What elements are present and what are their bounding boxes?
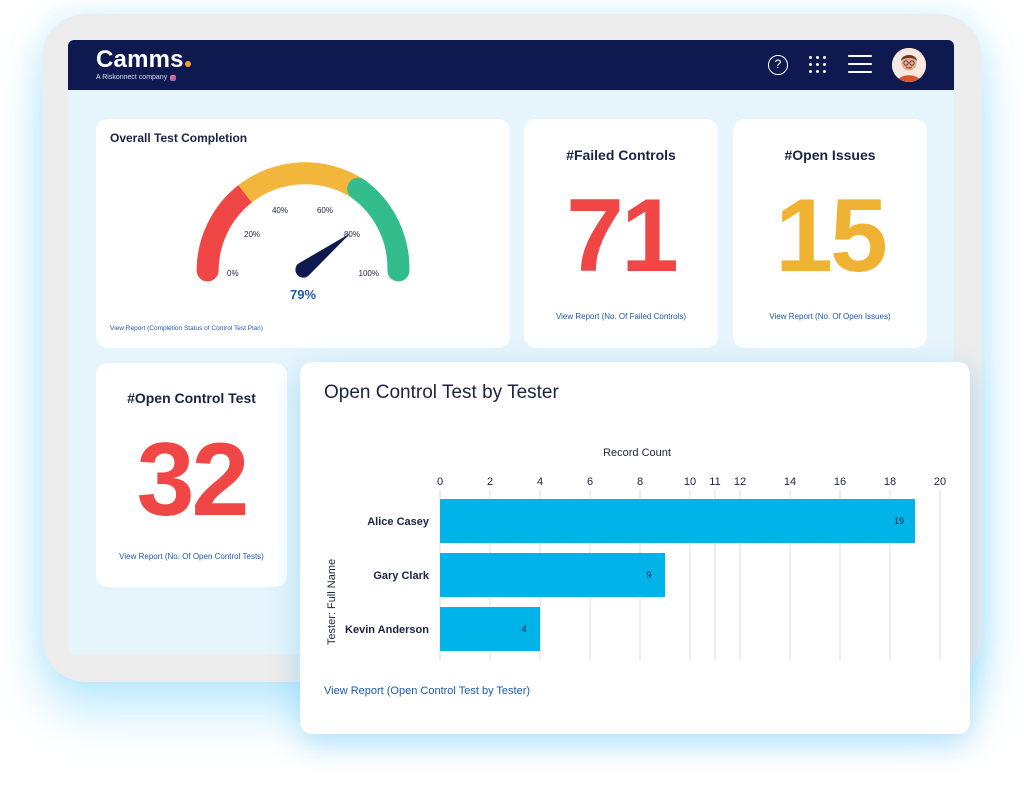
bar[interactable] [440, 553, 665, 597]
open-issues-card: #Open Issues 15 View Report (No. Of Open… [733, 119, 927, 348]
completion-gauge: 0% 20% 40% 60% 80% 100% 79% [196, 162, 410, 302]
gauge-green-segment [347, 177, 410, 282]
bar-value-label: 4 [521, 624, 526, 634]
bar-value-label: 9 [646, 570, 651, 580]
help-icon[interactable]: ? [768, 55, 788, 75]
gauge-tick-100: 100% [359, 269, 379, 278]
open-issues-value: 15 [775, 178, 888, 294]
view-report-by-tester-link[interactable]: View Report (Open Control Test by Tester… [324, 685, 531, 697]
x-axis-title: Record Count [603, 447, 671, 459]
bar-chart: Record Count Tester: Full Name 0 2 4 6 8 10 11… [326, 447, 946, 660]
x-tick-label: 16 [834, 476, 846, 488]
camms-logo[interactable]: Camms A Riskonnect company [96, 46, 191, 81]
gauge-yellow-segment [238, 162, 365, 203]
kpi-title: #Open Control Test [127, 390, 256, 406]
brand-name: Camms [96, 46, 184, 73]
chart-title: Open Control Test by Tester [324, 382, 559, 403]
gauge-tick-80: 80% [344, 230, 360, 239]
failed-controls-value: 71 [566, 178, 679, 294]
view-report-failed-controls-link[interactable]: View Report (No. Of Failed Controls) [555, 312, 687, 321]
view-report-open-issues-link[interactable]: View Report (No. Of Open Issues) [769, 312, 891, 321]
bar[interactable] [440, 607, 540, 651]
open-control-test-value: 32 [136, 422, 250, 538]
x-tick-label: 8 [637, 476, 643, 488]
gauge-tick-40: 40% [272, 206, 288, 215]
x-tick-label: 0 [437, 476, 443, 488]
x-tick-label: 2 [487, 476, 493, 488]
overall-test-completion-card: Overall Test Completion 0% 20% 40% 60% 8… [96, 119, 510, 348]
brand-dot-icon [184, 61, 191, 67]
category-label: Kevin Anderson [345, 624, 429, 636]
gauge-tick-60: 60% [317, 206, 333, 215]
open-control-test-by-tester-card: Open Control Test by Tester Record Count… [300, 362, 970, 734]
apps-grid-icon[interactable] [809, 56, 827, 74]
x-tick-label: 18 [884, 476, 896, 488]
x-tick-label: 4 [537, 476, 543, 488]
hamburger-menu-icon[interactable] [848, 55, 872, 75]
bar-value-label: 19 [894, 516, 904, 526]
top-navigation-bar: Camms A Riskonnect company ? [68, 40, 954, 90]
x-tick-label: 20 [934, 476, 946, 488]
card-title: Overall Test Completion [110, 131, 248, 145]
gauge-red-segment [196, 182, 256, 282]
x-tick-label: 12 [734, 476, 746, 488]
kpi-title: #Open Issues [784, 147, 876, 163]
x-tick-label: 14 [784, 476, 796, 488]
x-tick-label: 10 [684, 476, 696, 488]
avatar-portrait-icon [892, 48, 926, 82]
brand-subtitle-text: A Riskonnect company [96, 74, 168, 81]
gauge-tick-20: 20% [244, 230, 260, 239]
kpi-title: #Failed Controls [566, 147, 676, 163]
x-tick-label: 6 [587, 476, 593, 488]
open-control-test-card: #Open Control Test 32 View Report (No. O… [96, 363, 287, 587]
category-label: Gary Clark [373, 570, 430, 582]
view-report-open-control-tests-link[interactable]: View Report (No. Of Open Control Tests) [119, 552, 264, 561]
gauge-needle [295, 233, 351, 278]
gauge-tick-0: 0% [227, 269, 239, 278]
brand-subtitle: A Riskonnect company [96, 74, 191, 81]
bar[interactable] [440, 499, 915, 543]
y-axis-title: Tester: Full Name [326, 559, 338, 645]
riskonnect-mark-icon [170, 74, 177, 81]
view-report-completion-link[interactable]: View Report (Completion Status of Contro… [110, 325, 263, 332]
failed-controls-card: #Failed Controls 71 View Report (No. Of … [524, 119, 718, 348]
category-label: Alice Casey [367, 516, 430, 528]
user-avatar[interactable] [892, 48, 926, 82]
gauge-value-label: 79% [290, 287, 316, 302]
x-tick-label: 11 [709, 476, 720, 488]
